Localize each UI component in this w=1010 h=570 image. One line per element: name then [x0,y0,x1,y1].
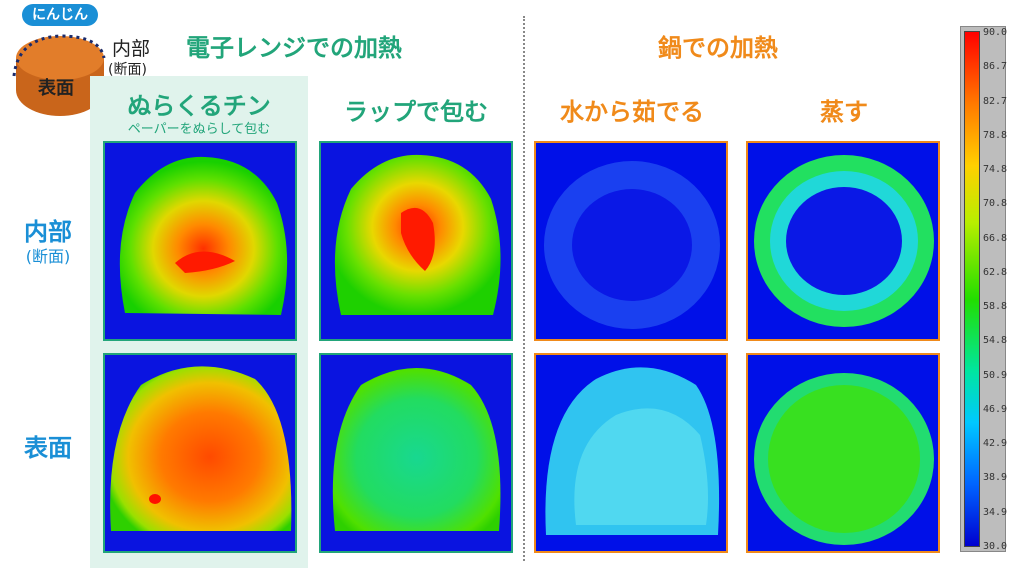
scale-tick-label: 34.9 [983,506,1008,518]
thermal-image-boil-surface [534,353,728,553]
row-label-surface: 表面 [24,434,72,462]
temperature-color-scale: 90.0 86.7 82.7 78.8 74.8 70.8 66.8 62.8 58.8 54.8… [960,26,1008,552]
row-sublabel-inner: (断面) [25,247,71,266]
scale-tick-label: 62.8 [983,266,1008,278]
method-subtitle-nurakuru: ペーパーをぬらして包む [127,122,271,137]
scale-tick-label: 30.0 [983,541,1008,552]
thermal-image-steam-inner [746,141,940,341]
scale-tick-label: 42.9 [983,438,1008,450]
scale-tick-label: 86.7 [983,61,1008,73]
scale-tick-label: 78.8 [983,129,1008,141]
thermal-image-steam-surface [746,353,940,553]
color-scale-bar [964,31,980,547]
method-title-steam: 蒸す [820,98,868,126]
carrot-inner-sublabel: (断面) [108,62,147,78]
scale-tick-label: 38.9 [983,472,1008,484]
thermal-image-wrap-surface [319,353,513,553]
scale-tick-label: 82.7 [983,95,1008,107]
thermal-image-boil-inner [534,141,728,341]
scale-tick-label: 58.8 [983,301,1008,313]
method-title-nurakuru: ぬらくるチン [127,92,271,120]
thermal-image-nurakuru-inner [103,141,297,341]
carrot-illustration [12,34,106,116]
method-title-boil: 水から茹でる [560,98,704,126]
row-label-inner: 内部 [24,218,72,246]
scale-tick-label: 50.9 [983,369,1008,381]
pot-group-title: 鍋での加熱 [658,34,778,62]
carrot-badge: にんじん [22,4,98,26]
microwave-group-title: 電子レンジでの加熱 [186,34,402,62]
scale-tick-label: 54.8 [983,335,1008,347]
scale-tick-label: 74.8 [983,164,1008,176]
thermal-image-nurakuru-surface [103,353,297,553]
scale-tick-label: 90.0 [983,27,1008,38]
group-separator [523,16,525,561]
carrot-inner-label: 内部 [112,38,151,60]
scale-tick-label: 46.9 [983,403,1008,415]
carrot-surface-label: 表面 [38,78,74,99]
scale-tick-label: 70.8 [983,198,1008,210]
thermal-image-wrap-inner [319,141,513,341]
method-title-wrap: ラップで包む [344,98,488,126]
scale-tick-label: 66.8 [983,232,1008,244]
